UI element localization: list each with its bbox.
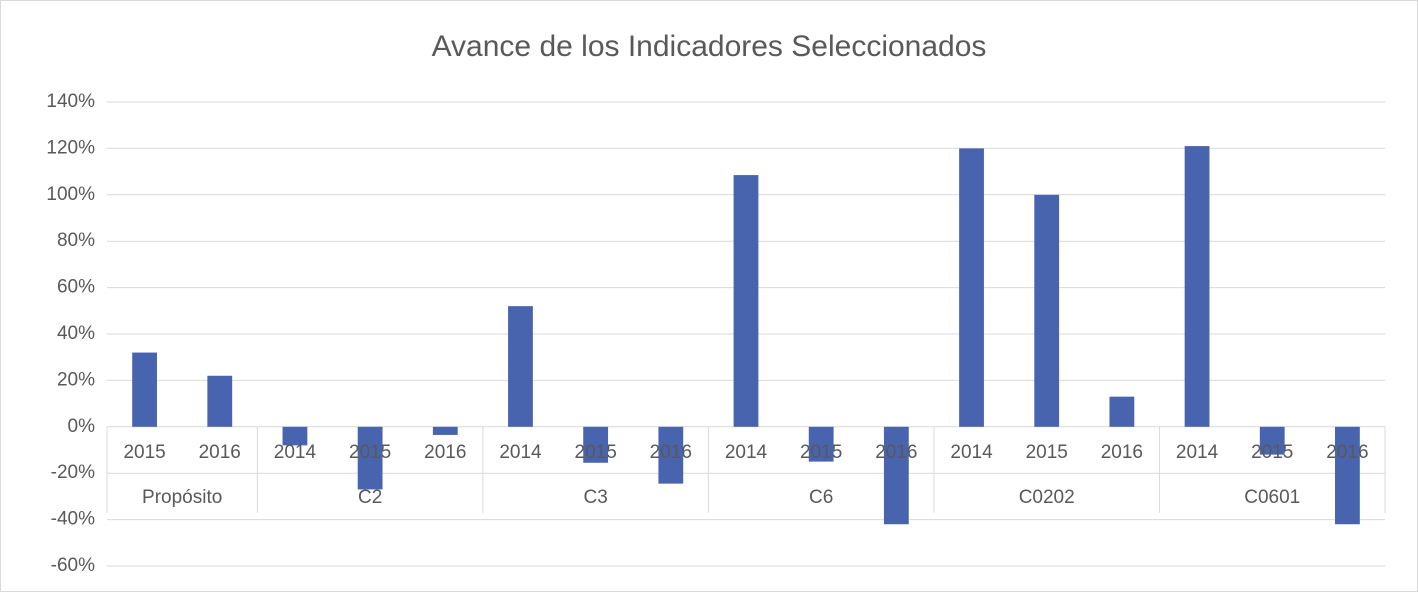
y-tick-label: 100% (46, 184, 95, 205)
x-tick-label: 2015 (123, 442, 165, 463)
bar (282, 426, 308, 446)
x-tick-label: 2014 (725, 442, 768, 463)
x-tick-label: 2016 (199, 442, 241, 463)
y-tick-label: 0% (68, 416, 96, 437)
y-tick-label: 120% (46, 137, 95, 158)
group-label: C0202 (1019, 487, 1075, 508)
x-tick-label: 2016 (875, 442, 917, 463)
x-tick-label: 2015 (349, 442, 391, 463)
group-label: C0601 (1244, 487, 1300, 508)
y-tick-label: 60% (57, 277, 95, 298)
bar (959, 148, 984, 427)
y-tick-label: -20% (51, 462, 95, 483)
bar (883, 426, 909, 525)
x-tick-label: 2016 (424, 442, 466, 463)
y-tick-label: -40% (51, 509, 95, 530)
bar (432, 426, 458, 435)
bar (1109, 396, 1135, 427)
y-tick-label: 140% (46, 91, 95, 112)
chart-title: Avance de los Indicadores Seleccionados (432, 30, 987, 63)
x-tick-label: 2015 (800, 442, 842, 463)
x-tick-label: 2014 (1176, 442, 1219, 463)
y-tick-label: -60% (51, 555, 95, 576)
bar (583, 426, 609, 463)
x-tick-label: 2015 (575, 442, 617, 463)
y-tick-label: 20% (57, 369, 95, 390)
x-tick-label: 2016 (650, 442, 692, 463)
bar (808, 426, 834, 462)
x-tick-label: 2015 (1251, 442, 1293, 463)
y-tick-label: 40% (57, 323, 95, 344)
group-label: C2 (358, 487, 382, 508)
bar (1335, 426, 1360, 525)
x-tick-label: 2016 (1326, 442, 1368, 463)
bar (207, 375, 233, 427)
bar (132, 352, 157, 427)
x-tick-label: 2014 (499, 442, 542, 463)
bar (1034, 194, 1060, 427)
bar (357, 426, 383, 490)
group-label: Propósito (142, 487, 222, 508)
x-tick-label: 2014 (274, 442, 317, 463)
bar (658, 426, 684, 484)
bar (733, 175, 759, 427)
group-label: C3 (583, 487, 607, 508)
y-tick-label: 80% (57, 230, 95, 251)
x-tick-label: 2014 (950, 442, 993, 463)
group-label: C6 (809, 487, 833, 508)
bar (508, 306, 533, 427)
x-tick-label: 2016 (1101, 442, 1143, 463)
bar (1184, 146, 1210, 427)
bar (1259, 426, 1285, 455)
x-tick-label: 2015 (1026, 442, 1068, 463)
